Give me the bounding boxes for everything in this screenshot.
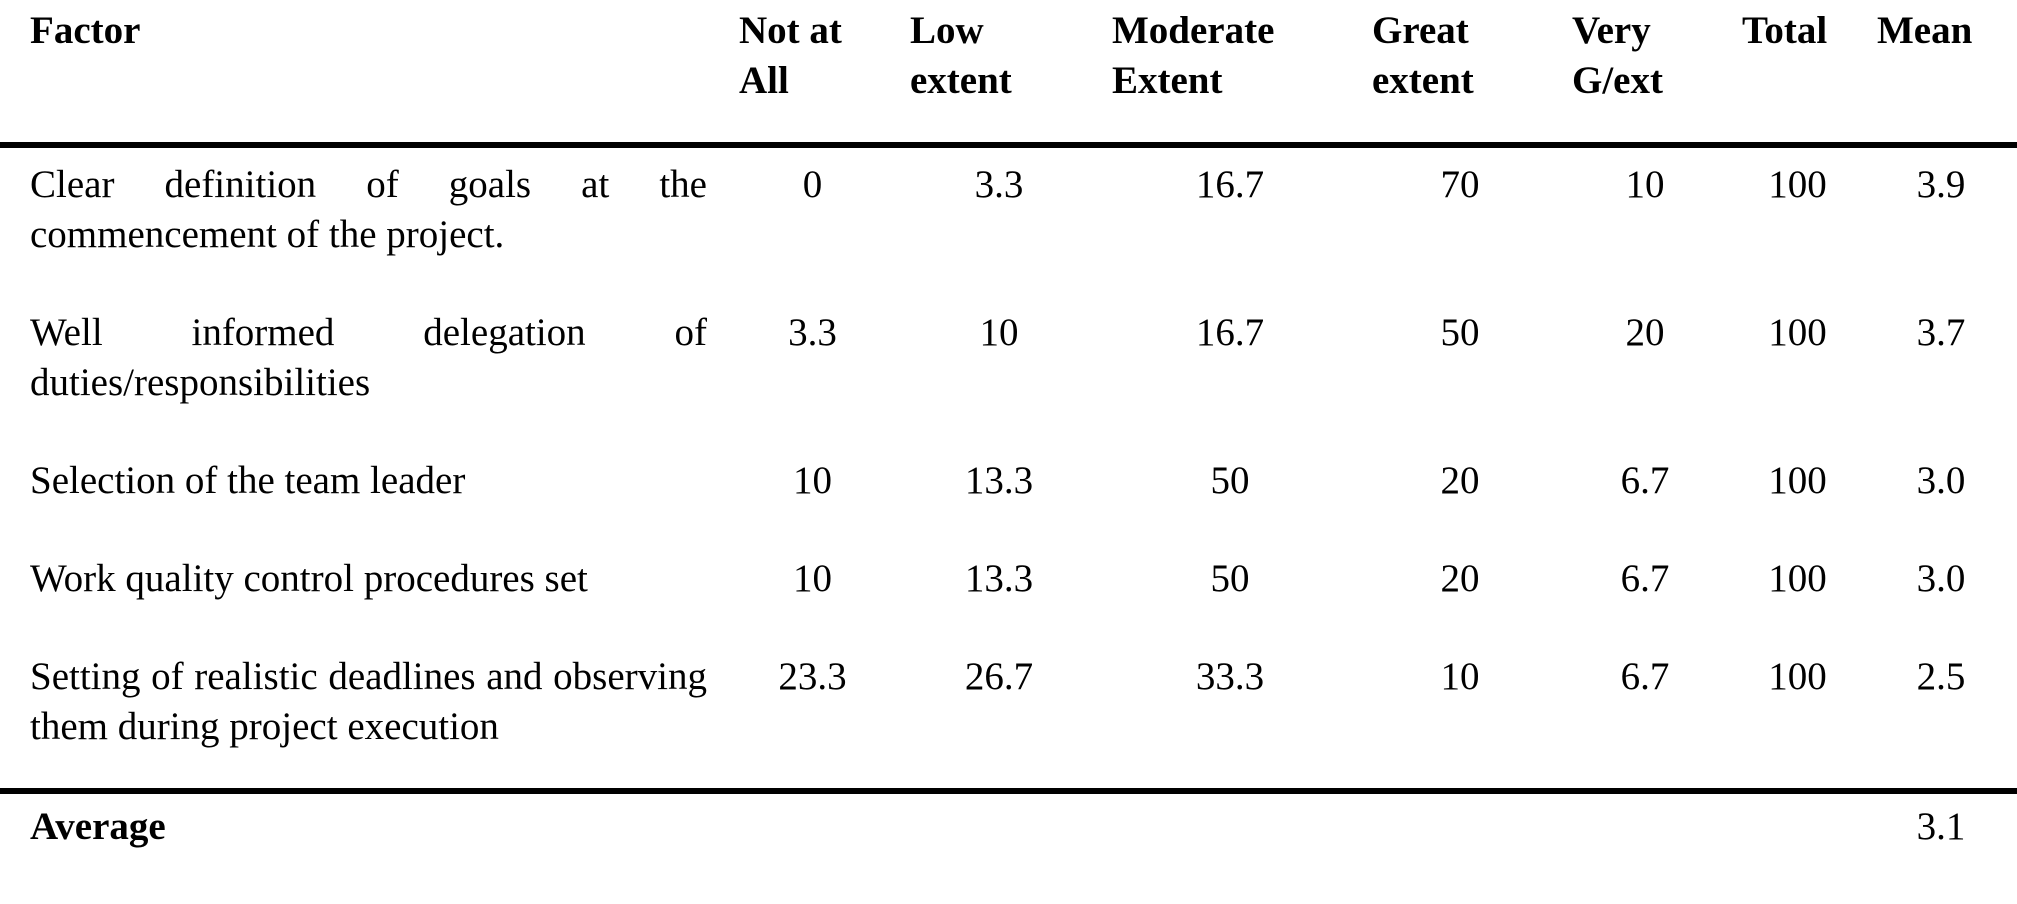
- table-header: Factor Not at All Low extent Moderate Ex…: [0, 0, 2017, 148]
- average-mean-value: 3.1: [1865, 788, 2017, 862]
- column-header-not-at-all: Not at All: [727, 0, 898, 148]
- factor-cell: Work quality control procedures set: [30, 557, 588, 600]
- great-extent-cell: 50: [1440, 311, 1480, 354]
- low-extent-cell: 10: [979, 311, 1019, 354]
- moderate-extent-cell: 50: [1210, 557, 1250, 600]
- column-header-great-extent: Great extent: [1360, 0, 1560, 148]
- column-header-very-great-extent: Very G/ext: [1560, 0, 1730, 148]
- not-at-all-cell: 10: [793, 557, 832, 600]
- table-footer: Average 3.1: [0, 788, 2017, 862]
- total-cell: 100: [1768, 459, 1827, 502]
- low-extent-cell: 26.7: [964, 655, 1034, 698]
- empty-cell: [727, 788, 898, 862]
- great-extent-cell: 20: [1440, 557, 1480, 600]
- moderate-extent-cell: 33.3: [1195, 655, 1265, 698]
- column-header-factor: Factor: [0, 0, 727, 148]
- empty-cell: [1100, 788, 1360, 862]
- header-row: Factor Not at All Low extent Moderate Ex…: [0, 0, 2017, 148]
- not-at-all-cell: 10: [793, 459, 832, 502]
- not-at-all-cell: 3.3: [788, 311, 837, 354]
- table-row: Well informed delegation of duties/respo…: [0, 296, 2017, 444]
- low-extent-cell: 13.3: [964, 459, 1034, 502]
- great-extent-cell: 10: [1440, 655, 1480, 698]
- factor-cell: Clear definition of goals at the commenc…: [30, 163, 707, 256]
- table-body: Clear definition of goals at the commenc…: [0, 145, 2017, 791]
- factor-cell: Setting of realistic deadlines and obser…: [30, 655, 707, 748]
- great-extent-cell: 20: [1440, 459, 1480, 502]
- table-row: Clear definition of goals at the commenc…: [0, 145, 2017, 296]
- column-header-mean: Mean: [1865, 0, 2017, 148]
- moderate-extent-cell: 16.7: [1195, 163, 1265, 206]
- very-great-extent-cell: 6.7: [1620, 655, 1670, 698]
- factor-cell: Well informed delegation of duties/respo…: [30, 311, 707, 404]
- factor-cell: Selection of the team leader: [30, 459, 466, 502]
- not-at-all-cell: 0: [802, 163, 823, 206]
- empty-cell: [1730, 788, 1865, 862]
- mean-cell: 3.0: [1916, 459, 1966, 502]
- moderate-extent-cell: 50: [1210, 459, 1250, 502]
- low-extent-cell: 13.3: [964, 557, 1034, 600]
- table-row: Selection of the team leader 10 13.3 50 …: [0, 444, 2017, 542]
- table-row: Work quality control procedures set 10 1…: [0, 542, 2017, 640]
- empty-cell: [898, 788, 1100, 862]
- very-great-extent-cell: 10: [1625, 163, 1665, 206]
- total-cell: 100: [1768, 311, 1827, 354]
- very-great-extent-cell: 6.7: [1620, 557, 1670, 600]
- mean-cell: 3.0: [1916, 557, 1966, 600]
- very-great-extent-cell: 20: [1625, 311, 1665, 354]
- column-header-low-extent: Low extent: [898, 0, 1100, 148]
- column-header-total: Total: [1730, 0, 1865, 148]
- empty-cell: [1360, 788, 1560, 862]
- column-header-moderate-extent: Moderate Extent: [1100, 0, 1360, 148]
- table-row: Setting of realistic deadlines and obser…: [0, 640, 2017, 791]
- average-label: Average: [0, 788, 727, 862]
- total-cell: 100: [1768, 163, 1827, 206]
- great-extent-cell: 70: [1440, 163, 1480, 206]
- moderate-extent-cell: 16.7: [1195, 311, 1265, 354]
- low-extent-cell: 3.3: [974, 163, 1024, 206]
- mean-cell: 3.9: [1916, 163, 1966, 206]
- not-at-all-cell: 23.3: [778, 655, 847, 698]
- empty-cell: [1560, 788, 1730, 862]
- average-row: Average 3.1: [0, 788, 2017, 862]
- total-cell: 100: [1768, 655, 1827, 698]
- success-factors-table: Factor Not at All Low extent Moderate Ex…: [0, 0, 2017, 862]
- very-great-extent-cell: 6.7: [1620, 459, 1670, 502]
- mean-cell: 3.7: [1916, 311, 1966, 354]
- total-cell: 100: [1768, 557, 1827, 600]
- mean-cell: 2.5: [1916, 655, 1966, 698]
